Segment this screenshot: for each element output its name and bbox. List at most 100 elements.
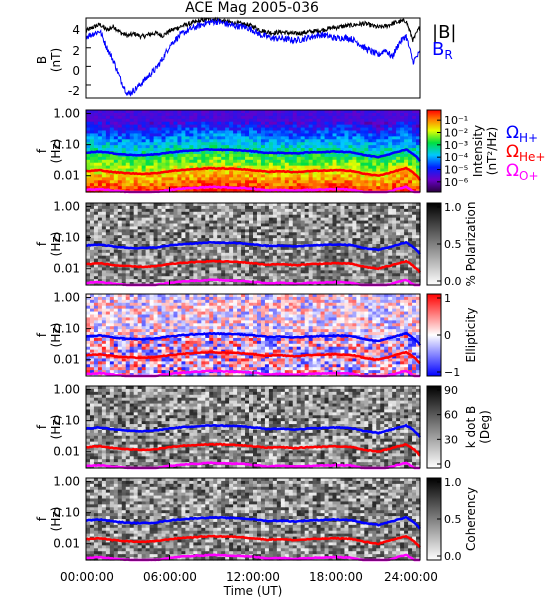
spectrogram-field [86, 386, 421, 469]
gyro-h-line [86, 240, 421, 255]
spectrogram-panel-3: 1.00 0.10 0.01 f (Hz) 1 0 −1 Ellipticity [35, 291, 478, 380]
colorbar-label: k dot B [464, 406, 478, 448]
gyro-he-line [85, 442, 421, 457]
xtick-label: 18:00:00 [309, 570, 363, 584]
colorbar-tick-label: 1.0 [444, 476, 462, 489]
figure-title: ACE Mag 2005-036 [185, 0, 319, 16]
colorbar-unit: (Deg) [478, 410, 492, 444]
freq-yunit: (Hz) [49, 507, 63, 532]
colorbar-tick-label: 0.5 [444, 238, 462, 251]
freq-ylabel: f [35, 332, 49, 337]
absB-series-line [85, 16, 421, 43]
gyro-he-line [85, 259, 422, 274]
omega-he-symbol: Ω [506, 142, 519, 162]
omega-o-sub: O+ [519, 169, 539, 183]
legend-omega-o: ΩO+ [506, 161, 539, 183]
colorbar-label: Intensity [471, 125, 485, 177]
spectrogram-field [86, 203, 421, 286]
bfield-ylabel: B [35, 56, 49, 64]
freq-ylabel: f [35, 424, 49, 429]
legend-absB: |B| [432, 22, 456, 43]
freq-ylabel: f [35, 241, 49, 246]
ytick-label: 0.10 [53, 138, 80, 152]
colorbar-label: % Polarization [464, 202, 478, 287]
freq-yunit: (Hz) [49, 232, 63, 257]
omega-o-symbol: Ω [506, 161, 519, 181]
spectrogram-panel-4: 1.00 0.10 0.01 f (Hz) 90 60 30 0 k dot B (Deg) [35, 383, 492, 472]
legend-omega-h: ΩH+ [506, 123, 538, 145]
ytick-label: 0.01 [53, 445, 80, 459]
xtick-label: 24:00:00 [384, 570, 438, 584]
spectrogram-panels: 1.000.100.01f (Hz)10⁻¹10⁻²10⁻³10⁻⁴10⁻⁵10⁻… [35, 107, 499, 564]
ytick-label: 0.10 [53, 414, 80, 428]
freq-ylabel: f [35, 516, 49, 521]
gyro-he-line [85, 166, 422, 181]
bfield-ytick: 2 [72, 44, 80, 58]
colorbar [426, 385, 442, 469]
ytick-label: 0.01 [53, 353, 80, 367]
colorbar-tick-label: 10⁻³ [444, 139, 468, 152]
gyro-h-line [85, 331, 422, 346]
omega-h-sub: H+ [519, 131, 538, 145]
colorbar-tick-label: 0.0 [444, 550, 462, 563]
omega-he-sub: He+ [519, 150, 545, 164]
BR-series-line [85, 17, 421, 97]
colorbar-tick-label: 90 [444, 384, 458, 397]
colorbar-label: Ellipticity [464, 308, 478, 363]
bfield-frame [85, 17, 421, 99]
ytick-label: 0.10 [53, 322, 80, 336]
colorbar-tick-label: 10⁻¹ [444, 114, 468, 127]
bfield-yunit: (nT) [49, 48, 63, 72]
colorbar-tick-label: 10⁻⁴ [444, 151, 469, 164]
ytick-label: 0.01 [53, 262, 80, 276]
ytick-label: 1.00 [53, 107, 80, 121]
ytick-label: 1.00 [53, 383, 80, 397]
colorbar-tick-label: 60 [444, 409, 458, 422]
bfield-ytick: -2 [68, 84, 80, 98]
legend-BR-sub: R [444, 48, 452, 62]
colorbar-tick-label: −1 [444, 366, 460, 379]
bfield-ytick: 0 [72, 64, 80, 78]
time-axis: 00:00:00 06:00:00 12:00:00 18:00:00 24:0… [60, 570, 438, 598]
colorbar-tick-label: 0.0 [444, 275, 462, 288]
ytick-label: 0.01 [53, 537, 80, 551]
xtick-label: 06:00:00 [143, 570, 197, 584]
legend-BR-main: B [432, 39, 444, 60]
gyro-h-line [85, 148, 421, 162]
colorbar-tick-label: 30 [444, 433, 458, 446]
ytick-label: 1.00 [53, 291, 80, 305]
gyro-legend: ΩH+ ΩHe+ ΩO+ [506, 123, 545, 183]
gyro-he-line [85, 534, 421, 549]
bfield-ytick: 4 [72, 23, 80, 37]
colorbar-label: Coherency [464, 487, 478, 551]
ytick-label: 0.01 [53, 169, 80, 183]
gyro-he-line [85, 350, 421, 365]
legend-BR: BR [432, 39, 453, 62]
colorbar-tick-label: 0.5 [444, 513, 462, 526]
xtick-label: 12:00:00 [226, 570, 280, 584]
colorbar [426, 109, 442, 193]
spectrogram-panel-2: 1.00 0.10 0.01 f (Hz) 1.0 0.5 0.0% Polarization [35, 200, 478, 289]
gyro-h-line [85, 423, 422, 438]
bfield-panel: ACE Mag 2005-036 B (nT) 4 2 0 -2 |B| BR [35, 0, 456, 99]
colorbar-tick-label: 1.0 [444, 201, 462, 214]
freq-ylabel: f [35, 148, 49, 153]
spectrogram-panel-1: 1.00 0.10 0.01 f (Hz) 10⁻¹10⁻²10⁻³10⁻⁴10⁻⁵10⁻… [35, 107, 499, 194]
colorbar-tick-label: 10⁻² [444, 127, 468, 140]
legend-omega-he: ΩHe+ [506, 142, 545, 164]
colorbar-unit: (nT²/Hz) [485, 127, 499, 175]
omega-h-symbol: Ω [506, 123, 519, 143]
freq-yunit: (Hz) [49, 323, 63, 348]
freq-yunit: (Hz) [49, 139, 63, 164]
ytick-label: 0.10 [53, 231, 80, 245]
colorbar-tick-label: 0 [444, 329, 451, 342]
colorbar-tick-label: 0 [444, 458, 451, 471]
xtick-label: 00:00:00 [60, 570, 114, 584]
colorbar-tick-label: 1 [444, 292, 451, 305]
colorbar-tick-label: 10⁻⁵ [444, 164, 468, 177]
spectrogram-field [86, 294, 421, 377]
ytick-label: 0.10 [53, 506, 80, 520]
colorbar-tick-label: 10⁻⁶ [444, 176, 469, 189]
